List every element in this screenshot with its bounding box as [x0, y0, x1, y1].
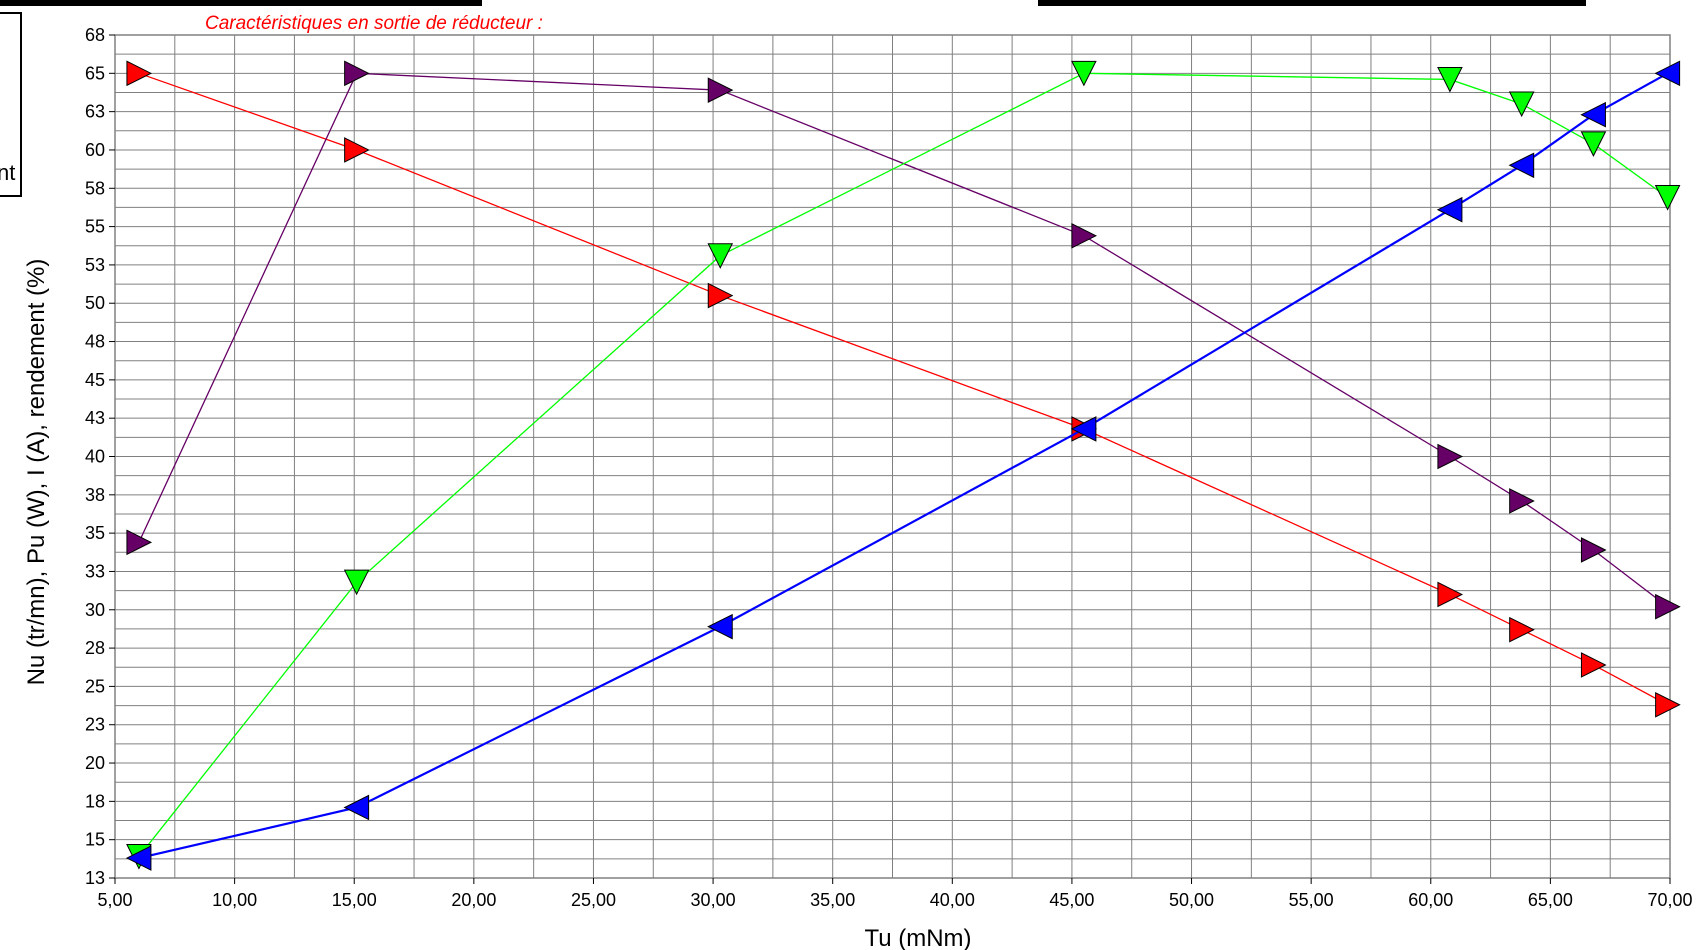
y-tick-label: 40 [85, 447, 105, 467]
y-tick-label: 58 [85, 178, 105, 198]
x-tick-label: 10,00 [212, 890, 257, 910]
y-tick-label: 63 [85, 102, 105, 122]
legend-fragment-text: nt [0, 160, 15, 185]
x-tick-label: 15,00 [332, 890, 377, 910]
y-tick-label: 20 [85, 753, 105, 773]
y-tick-label: 50 [85, 293, 105, 313]
series-2-point [1437, 443, 1464, 470]
series-4-point [1070, 416, 1097, 442]
y-tick-label: 53 [85, 255, 105, 275]
x-tick-label: 60,00 [1408, 890, 1453, 910]
series-1-point [1655, 691, 1681, 718]
series-3-point [1437, 66, 1463, 93]
y-tick-label: 68 [85, 25, 105, 45]
y-tick-label: 65 [85, 63, 105, 83]
x-tick-label: 30,00 [691, 890, 736, 910]
x-axis-title: Tu (mNm) [864, 925, 971, 950]
y-tick-label: 18 [85, 791, 105, 811]
y-axis-title: Nu (tr/mn), Pu (W), I (A), rendement (%) [23, 259, 50, 686]
series-2-point [1580, 537, 1607, 563]
series-2-point [1509, 488, 1535, 514]
y-tick-label: 60 [85, 140, 105, 160]
y-tick-label: 13 [85, 868, 105, 888]
top-left-frame-bar [0, 0, 482, 6]
y-tick-label: 35 [85, 523, 105, 543]
y-tick-label: 38 [85, 485, 105, 505]
series-2-point [126, 529, 153, 556]
series-3-line [138, 72, 1668, 857]
series-3-point [1508, 91, 1535, 118]
y-tick-label: 33 [85, 561, 105, 581]
series-1-point [707, 282, 734, 309]
y-tick-label: 45 [85, 370, 105, 390]
series-2-point [344, 60, 370, 87]
y-tick-label: 30 [85, 600, 105, 620]
y-tick-label: 25 [85, 676, 105, 696]
series-1-point [1580, 652, 1607, 678]
x-tick-label: 40,00 [930, 890, 975, 910]
series-4-point [125, 845, 152, 871]
x-tick-label: 35,00 [810, 890, 855, 910]
y-tick-label: 28 [85, 638, 105, 658]
x-axis-ticks: 5,00 10,00 15,00 20,00 25,00 30,00 35,00 40,00 4… [97, 878, 1693, 910]
y-tick-label: 15 [85, 830, 105, 850]
series-4-point [707, 613, 733, 640]
legend-box [0, 12, 22, 197]
series-2 [126, 60, 1681, 620]
chart-title: Caractéristiques en sortie de réducteur … [205, 13, 543, 34]
x-tick-label: 45,00 [1049, 890, 1094, 910]
series-4 [125, 60, 1681, 871]
x-tick-label: 65,00 [1528, 890, 1573, 910]
series-2-point [1655, 593, 1681, 620]
series-4-point [1436, 196, 1463, 223]
series-4-point [1508, 152, 1535, 179]
series-2-point [707, 77, 734, 103]
series-1-point [1509, 616, 1535, 643]
series-1 [126, 60, 1681, 718]
series-3 [126, 60, 1681, 870]
x-tick-label: 20,00 [451, 890, 496, 910]
legend: nt [0, 12, 22, 197]
series-4-point [343, 794, 370, 821]
x-tick-label: 50,00 [1169, 890, 1214, 910]
series-2-point [1071, 222, 1098, 249]
y-tick-label: 48 [85, 332, 105, 352]
y-tick-label: 55 [85, 217, 105, 237]
top-right-frame-bar [1038, 0, 1586, 6]
series-3-point [1580, 131, 1607, 157]
series-4-point [1654, 60, 1681, 87]
series-layer [125, 60, 1681, 871]
series-1-point [126, 60, 153, 87]
x-tick-label: 5,00 [97, 890, 132, 910]
series-3-point [1654, 184, 1681, 211]
grid [114, 34, 1671, 879]
x-tick-label: 70,00 [1647, 890, 1692, 910]
x-tick-label: 25,00 [571, 890, 616, 910]
x-tick-label: 55,00 [1289, 890, 1334, 910]
series-1-point [1437, 581, 1464, 608]
y-tick-label: 43 [85, 408, 105, 428]
series-3-point [1071, 60, 1097, 87]
y-tick-label: 23 [85, 715, 105, 735]
series-3-point [343, 569, 370, 596]
series-3-point [707, 243, 734, 269]
y-axis-ticks: 13 15 18 20 23 25 28 30 33 35 38 40 43 45 48 50 53 55 58 60… [85, 25, 115, 888]
series-4-point [1580, 101, 1606, 128]
series-1-point [344, 137, 370, 163]
series-4-line [138, 72, 1669, 860]
